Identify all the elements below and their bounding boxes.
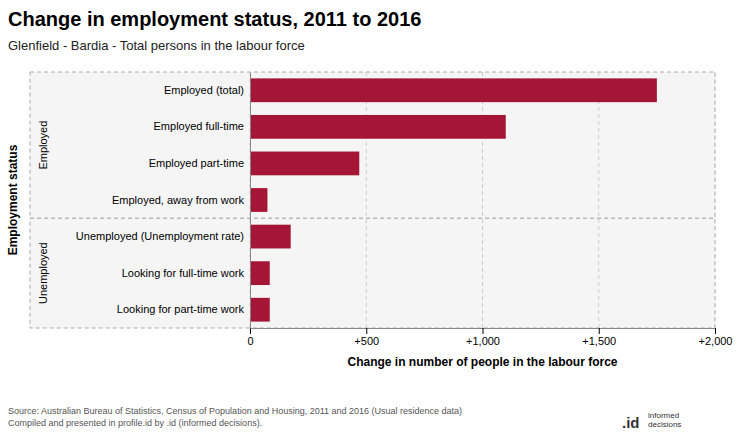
x-tick-mark xyxy=(599,328,600,334)
bar xyxy=(250,152,359,176)
x-tick-label: 0 xyxy=(247,335,253,347)
bar xyxy=(250,261,270,285)
x-tick: +1,000 xyxy=(466,328,500,347)
grid-line xyxy=(250,72,251,328)
y-axis-title: Employment status xyxy=(6,144,20,255)
y-tick-label: Looking for part-time work xyxy=(117,303,245,315)
y-axis-line xyxy=(250,73,251,329)
grid-line xyxy=(482,72,483,328)
source-line: Source: Australian Bureau of Statistics,… xyxy=(8,406,462,416)
y-tick: Employed (total) xyxy=(164,84,250,96)
y-tick: Looking for full-time work xyxy=(122,267,250,279)
y-tick: Unemployed (Unemployment rate) xyxy=(76,230,250,242)
x-tick-label: +1,500 xyxy=(582,335,616,347)
title: Change in employment status, 2011 to 201… xyxy=(8,8,421,30)
bar xyxy=(250,78,657,102)
chart: Change in employment status, 2011 to 201… xyxy=(0,0,740,440)
grid-line xyxy=(715,72,716,328)
x-tick-label: +500 xyxy=(354,335,379,347)
grid xyxy=(250,72,715,328)
x-axis: 0 +500 +1,000 +1,500 +2,000 xyxy=(247,328,732,347)
x-axis-title: Change in number of people in the labour… xyxy=(347,355,617,369)
group-label: Unemployed xyxy=(37,242,49,304)
subtitle: Glenfield - Bardia - Total persons in th… xyxy=(8,38,305,53)
x-tick-mark xyxy=(483,328,484,334)
x-tick: +2,000 xyxy=(699,328,733,347)
x-tick-label: +2,000 xyxy=(699,335,733,347)
y-tick: Employed, away from work xyxy=(112,194,250,206)
x-tick: +1,500 xyxy=(582,328,616,347)
annotation-line: informed xyxy=(648,411,679,420)
grid-line xyxy=(366,72,367,328)
bar xyxy=(250,225,291,249)
annotation-line: decisions xyxy=(648,420,681,429)
bar xyxy=(250,188,267,212)
x-tick-label: +1,000 xyxy=(466,335,500,347)
y-tick-label: Employed (total) xyxy=(164,84,244,96)
y-tick-label: Employed, away from work xyxy=(112,194,245,206)
y-tick-label: Unemployed (Unemployment rate) xyxy=(76,230,244,242)
x-tick: 0 xyxy=(247,328,253,347)
x-axis-line xyxy=(251,329,716,335)
annotation: informeddecisions xyxy=(648,411,681,429)
x-tick-mark xyxy=(715,328,716,334)
groups: Employed Unemployed xyxy=(30,72,715,328)
y-tick: Looking for part-time work xyxy=(117,303,250,315)
plot: Employed Unemployed 0 +500 +1,000 +1,500 +2,00… xyxy=(30,72,732,369)
x-tick-mark xyxy=(250,328,251,334)
x-tick-mark xyxy=(366,328,367,334)
y-tick-label: Looking for full-time work xyxy=(122,267,245,279)
group-box xyxy=(30,218,715,328)
bar xyxy=(250,298,270,322)
y-tick: Employed full-time xyxy=(154,120,250,132)
y-tick-label: Employed part-time xyxy=(149,157,244,169)
bar xyxy=(250,115,506,139)
bars xyxy=(250,78,657,321)
x-tick: +500 xyxy=(354,328,379,347)
y-tick: Employed part-time xyxy=(149,157,250,169)
group-label: Employed xyxy=(37,121,49,170)
source: Source: Australian Bureau of Statistics,… xyxy=(8,406,462,428)
y-tick-label: Employed full-time xyxy=(154,120,244,132)
annotation: .id xyxy=(622,414,640,431)
group-box xyxy=(30,72,715,218)
source-line: Compiled and presented in profile.id by … xyxy=(8,418,262,428)
y-axis: Looking for part-time work Looking for fu… xyxy=(76,73,251,329)
grid-line xyxy=(598,72,599,328)
